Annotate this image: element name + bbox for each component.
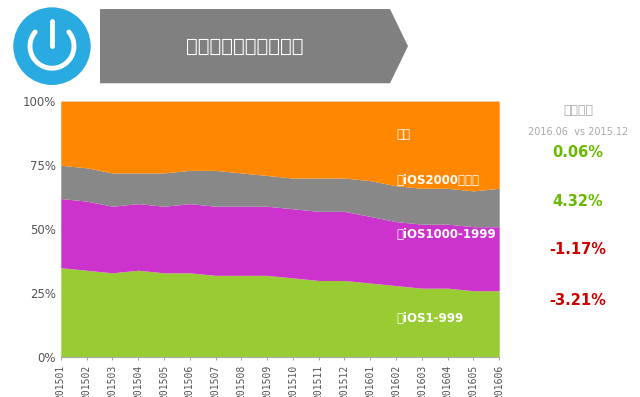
Text: 苹果: 苹果 xyxy=(396,128,410,141)
Text: 非iOS2000及以上: 非iOS2000及以上 xyxy=(396,174,479,187)
Text: 4.32%: 4.32% xyxy=(553,194,604,208)
Text: 0.06%: 0.06% xyxy=(552,145,604,160)
Text: 份额变化: 份额变化 xyxy=(563,104,593,117)
Text: 2016.06  vs 2015.12: 2016.06 vs 2015.12 xyxy=(528,127,628,137)
Polygon shape xyxy=(100,9,408,83)
Text: 非iOS1-999: 非iOS1-999 xyxy=(396,312,463,326)
Text: 各价格段份额变化趋势: 各价格段份额变化趋势 xyxy=(186,37,304,56)
Text: -3.21%: -3.21% xyxy=(550,293,607,308)
Circle shape xyxy=(14,8,90,84)
Text: -1.17%: -1.17% xyxy=(550,242,607,257)
Text: 非iOS1000-1999: 非iOS1000-1999 xyxy=(396,228,496,241)
